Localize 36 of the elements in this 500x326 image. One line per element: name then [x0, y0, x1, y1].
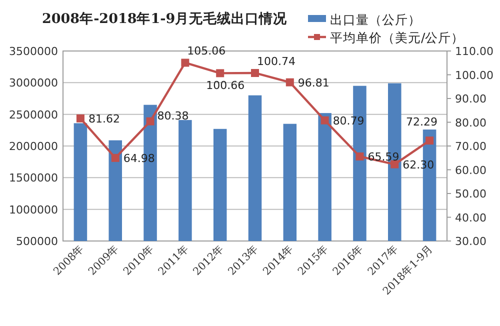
data-label: 100.74 — [257, 54, 296, 68]
y2-tick-label: 80.00 — [455, 116, 486, 130]
point — [146, 117, 154, 126]
data-label: 80.38 — [157, 109, 189, 122]
y2-tick-label: 70.00 — [455, 140, 486, 153]
point — [251, 68, 259, 77]
point — [426, 136, 434, 145]
data-label: 96.81 — [298, 76, 330, 90]
y-tick-label: 3500000 — [9, 45, 58, 58]
y2-tick-label: 60.00 — [455, 164, 486, 177]
data-label: 72.29 — [406, 116, 438, 129]
data-label: 81.62 — [88, 112, 120, 126]
point — [216, 69, 224, 78]
point — [111, 154, 120, 162]
chart-title: 2008年-2018年1-9月无毛绒出口情况 — [42, 10, 288, 27]
y2-tick-label: 90.00 — [455, 92, 486, 106]
y2-tick-label: 30.00 — [455, 235, 486, 248]
data-label: 105.06 — [187, 44, 226, 58]
point — [356, 152, 364, 160]
data-label: 100.66 — [206, 79, 245, 92]
y-tick-label: 2000000 — [9, 140, 58, 153]
y2-tick-label: 100.00 — [455, 68, 494, 82]
point — [181, 58, 190, 67]
y-tick-label: 500000 — [16, 235, 58, 248]
y-tick-label: 2500000 — [9, 108, 58, 122]
y2-tick-label: 110.00 — [455, 45, 494, 58]
y2-tick-label: 50.00 — [455, 188, 486, 200]
y-tick-label: 1500000 — [9, 172, 58, 185]
y-tick-label: 3000000 — [9, 76, 58, 90]
legend-label: 出口量（公斤） — [330, 12, 421, 27]
legend-label: 平均单价（美元/公斤） — [330, 30, 464, 45]
point — [320, 116, 329, 124]
point — [76, 114, 84, 122]
y-tick-label: 1000000 — [9, 203, 58, 216]
y2-tick-label: 40.00 — [455, 211, 486, 224]
point — [286, 78, 294, 86]
